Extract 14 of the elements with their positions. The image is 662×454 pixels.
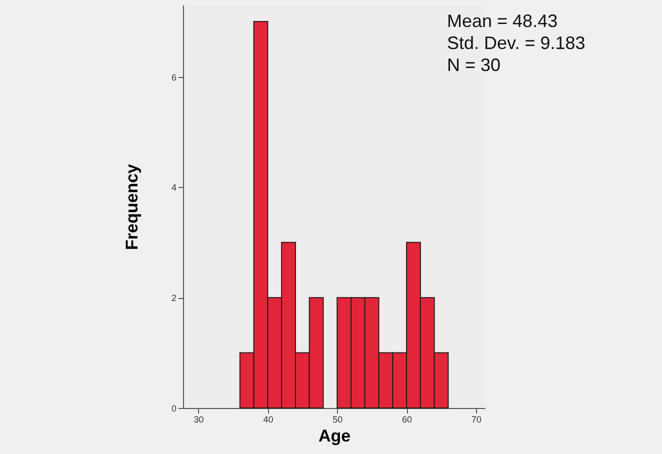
x-tick-label: 30 [194, 414, 204, 424]
annotation: Mean = 48.43 [447, 11, 558, 31]
y-tick-label: 4 [171, 182, 176, 193]
x-tick-label: 50 [332, 414, 343, 424]
x-axis-title: Age [318, 426, 351, 446]
x-tick-label: 40 [263, 414, 274, 424]
y-tick-label: 0 [171, 404, 176, 414]
y-tick-label: 6 [171, 72, 176, 82]
y-axis-title: Frequency [122, 163, 142, 250]
x-tick-label: 70 [471, 414, 482, 424]
x-tick-label: 60 [402, 414, 412, 424]
annotation: N = 30 [447, 55, 501, 75]
annotation: Std. Dev. = 9.183 [447, 33, 586, 53]
y-tick-label: 2 [171, 293, 176, 304]
